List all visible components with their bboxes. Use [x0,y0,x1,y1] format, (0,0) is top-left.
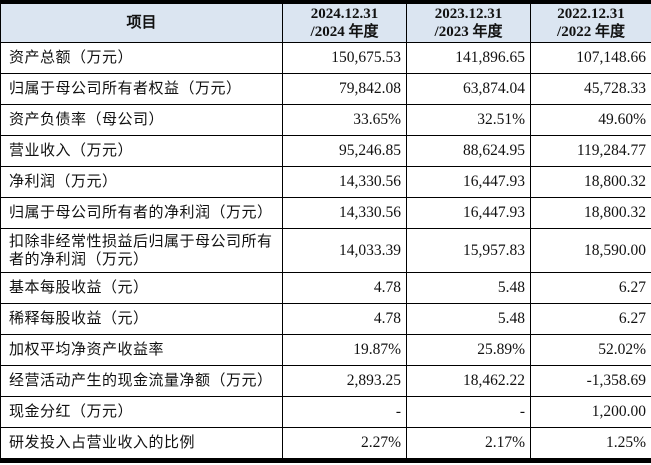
cell-2024: 79,842.08 [282,73,407,105]
cell-2022: -1,358.69 [530,365,651,397]
table-row: 基本每股收益（元） 4.78 5.48 6.27 [0,272,651,304]
cell-2023: 16,447.93 [406,166,531,198]
table-row: 资产负债率（母公司） 33.65% 32.51% 49.60% [0,104,651,136]
table-row: 资产总额（万元） 150,675.53 141,896.65 107,148.6… [0,42,651,74]
table-row: 稀释每股收益（元） 4.78 5.48 6.27 [0,303,651,335]
cell-2024: 2,893.25 [282,365,407,397]
cell-2023: 2.17% [406,427,531,461]
cell-2022: 18,800.32 [530,166,651,198]
cell-2022: 6.27 [530,272,651,304]
row-label: 现金分红（万元） [0,396,283,428]
header-item: 项目 [0,1,283,43]
cell-2023: 88,624.95 [406,135,531,167]
header-year: /2024 年度 [310,24,379,40]
cell-2024: 14,330.56 [282,166,407,198]
row-label: 资产负债率（母公司） [0,104,283,136]
cell-2022: 107,148.66 [530,42,651,74]
cell-2022: 18,590.00 [530,228,651,273]
header-date: 2024.12.31 [310,6,379,22]
table-row: 归属于母公司所有者权益（万元） 79,842.08 63,874.04 45,7… [0,73,651,105]
table-row: 研发投入占营业收入的比例 2.27% 2.17% 1.25% [0,427,651,461]
row-label: 经营活动产生的现金流量净额（万元） [0,365,283,397]
cell-2023: 16,447.93 [406,197,531,229]
header-2023: 2023.12.31/2023 年度 [406,1,531,43]
row-label: 营业收入（万元） [0,135,283,167]
cell-2024: 4.78 [282,272,407,304]
row-label: 稀释每股收益（元） [0,303,283,335]
cell-2023: 5.48 [406,303,531,335]
row-label: 基本每股收益（元） [0,272,283,304]
cell-2024: 150,675.53 [282,42,407,74]
table-row: 加权平均净资产收益率 19.87% 25.89% 52.02% [0,334,651,366]
table-row: 扣除非经常性损益后归属于母公司所有者的净利润（万元） 14,033.39 15,… [0,228,651,273]
cell-2023: 25.89% [406,334,531,366]
header-year: /2022 年度 [557,24,625,40]
cell-2024: 33.65% [282,104,407,136]
cell-2023: 15,957.83 [406,228,531,273]
cell-2023: 5.48 [406,272,531,304]
cell-2022: 52.02% [530,334,651,366]
cell-2022: 1.25% [530,427,651,461]
row-label: 净利润（万元） [0,166,283,198]
header-year: /2023 年度 [434,24,503,40]
cell-2024: 14,330.56 [282,197,407,229]
cell-2022: 18,800.32 [530,197,651,229]
cell-2022: 119,284.77 [530,135,651,167]
cell-2023: 63,874.04 [406,73,531,105]
table-header-row: 项目 2024.12.31/2024 年度 2023.12.31/2023 年度… [0,1,651,43]
header-2024: 2024.12.31/2024 年度 [282,1,407,43]
table-row: 营业收入（万元） 95,246.85 88,624.95 119,284.77 [0,135,651,167]
table-row: 现金分红（万元） - - 1,200.00 [0,396,651,428]
table-row: 归属于母公司所有者的净利润（万元） 14,330.56 16,447.93 18… [0,197,651,229]
cell-2023: 32.51% [406,104,531,136]
cell-2024: 19.87% [282,334,407,366]
row-label: 归属于母公司所有者权益（万元） [0,73,283,105]
header-item-label: 项目 [126,15,157,31]
cell-2022: 1,200.00 [530,396,651,428]
cell-2024: 95,246.85 [282,135,407,167]
row-label: 加权平均净资产收益率 [0,334,283,366]
cell-2024: - [282,396,407,428]
header-2022: 2022.12.31/2022 年度 [530,1,651,43]
cell-2022: 49.60% [530,104,651,136]
cell-2023: 141,896.65 [406,42,531,74]
cell-2024: 14,033.39 [282,228,407,273]
cell-2024: 2.27% [282,427,407,461]
cell-2023: 18,462.22 [406,365,531,397]
cell-2022: 6.27 [530,303,651,335]
cell-2023: - [406,396,531,428]
cell-2022: 45,728.33 [530,73,651,105]
table-row: 经营活动产生的现金流量净额（万元） 2,893.25 18,462.22 -1,… [0,365,651,397]
row-label: 研发投入占营业收入的比例 [0,427,283,461]
cell-2024: 4.78 [282,303,407,335]
row-label: 资产总额（万元） [0,42,283,74]
header-date: 2023.12.31 [434,6,503,22]
table-row: 净利润（万元） 14,330.56 16,447.93 18,800.32 [0,166,651,198]
row-label: 归属于母公司所有者的净利润（万元） [0,197,283,229]
header-date: 2022.12.31 [557,6,625,22]
row-label: 扣除非经常性损益后归属于母公司所有者的净利润（万元） [0,228,283,273]
